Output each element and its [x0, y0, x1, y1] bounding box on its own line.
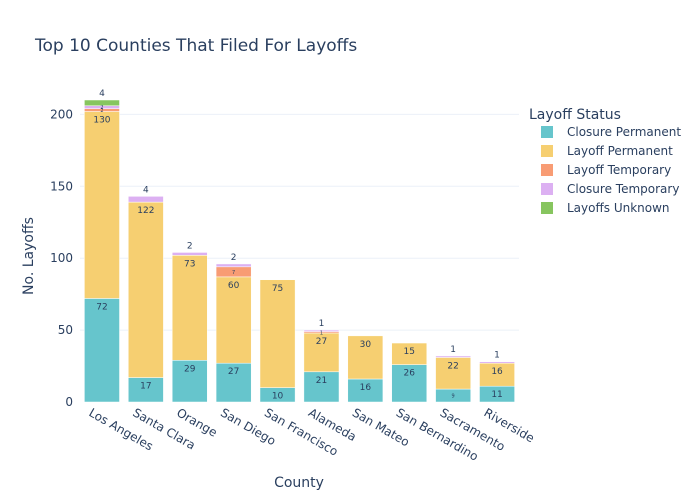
bar-label: 2	[100, 105, 103, 111]
bar-label: 2	[187, 241, 193, 251]
bar-segment	[171, 252, 208, 256]
legend-swatch	[541, 126, 553, 138]
y-tick-label: 200	[50, 107, 73, 121]
bar-segment	[259, 279, 296, 388]
bar-segment	[391, 342, 428, 365]
bar-label: 22	[447, 361, 458, 371]
legend-item-label: Closure Permanent	[567, 125, 681, 139]
bar-label: 72	[96, 302, 107, 312]
bar-label: 27	[316, 337, 327, 347]
bar-segment	[215, 362, 252, 403]
bar-label: 9	[452, 394, 455, 400]
bar-label: 29	[184, 364, 196, 374]
bar-segment	[479, 361, 515, 364]
bar-label: 17	[140, 382, 151, 392]
legend-item-label: Closure Temporary	[567, 182, 679, 196]
bar-label: 2	[231, 253, 237, 263]
x-axis-title: County	[274, 475, 324, 491]
y-tick-label: 0	[65, 395, 73, 409]
y-tick-label: 50	[58, 323, 73, 337]
bar-label: 1	[494, 351, 500, 361]
bar-segment	[303, 332, 340, 373]
bar-labels: 7213022417122429732276072107521271116302…	[93, 89, 503, 402]
bar-segment	[303, 329, 340, 332]
bar-label: 1	[450, 345, 456, 355]
y-tick-label: 100	[50, 251, 73, 265]
bar-label: 2	[100, 108, 103, 114]
bars	[84, 99, 515, 403]
bar-label: 73	[184, 259, 195, 269]
y-axis-title: No. Layoffs	[21, 217, 37, 295]
bar-label: 7	[232, 270, 235, 276]
bar-segment	[171, 255, 208, 361]
bar-label: 15	[404, 347, 415, 357]
chart-title: Top 10 Counties That Filed For Layoffs	[34, 36, 357, 56]
bar-segment	[435, 355, 471, 358]
legend-item-label: Layoff Permanent	[567, 144, 673, 158]
bar-segment	[84, 111, 120, 299]
legend-swatch	[541, 145, 553, 157]
bar-segment	[391, 364, 428, 403]
legend-title: Layoff Status	[529, 107, 621, 123]
legend-item-label: Layoffs Unknown	[567, 201, 670, 215]
bar-segment	[347, 335, 384, 380]
bar-label: 4	[143, 185, 149, 195]
bar-segment	[303, 371, 340, 403]
bar-segment	[128, 377, 164, 403]
bar-label: 11	[491, 390, 502, 400]
y-tick-label: 150	[50, 179, 73, 193]
bar-label: 122	[137, 206, 154, 216]
bar-label: 130	[93, 116, 110, 126]
bar-segment	[128, 201, 164, 378]
bar-label: 27	[228, 367, 239, 377]
bar-segment	[84, 298, 120, 403]
bar-label: 60	[228, 281, 240, 291]
bar-segment	[435, 357, 471, 390]
bar-label: 30	[360, 340, 372, 350]
legend-swatch	[541, 202, 553, 214]
bar-label: 26	[404, 369, 416, 379]
y-axis-ticks: 0 50 100 150 200	[50, 107, 73, 409]
bar-label: 21	[316, 376, 327, 386]
bar-label: 1	[320, 330, 323, 336]
legend: Layoff Status Closure Permanent Layoff Pe…	[529, 107, 681, 215]
bar-label: 10	[272, 392, 284, 402]
bar-segment	[215, 276, 252, 364]
bar-label: 75	[272, 284, 283, 294]
bar-label: 16	[360, 383, 372, 393]
bar-label: 1	[319, 319, 325, 329]
bar-segment	[84, 99, 120, 107]
bar-segment	[128, 196, 164, 203]
legend-item-label: Layoff Temporary	[567, 163, 671, 177]
bar-label: 16	[491, 367, 503, 377]
bar-segment	[171, 360, 208, 403]
bar-segment	[215, 263, 252, 268]
bar-label: 4	[99, 89, 105, 99]
legend-swatch	[541, 164, 553, 176]
legend-swatch	[541, 183, 553, 195]
